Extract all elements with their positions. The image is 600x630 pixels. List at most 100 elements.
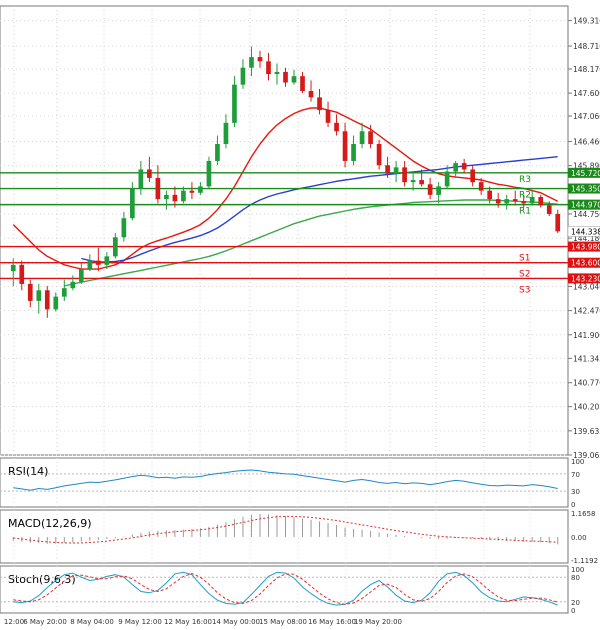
level-label-r2: R2 bbox=[519, 191, 531, 201]
price-tick-label: 139.065 bbox=[573, 451, 600, 460]
price-tick-label: 146.460 bbox=[573, 137, 600, 146]
candle-body bbox=[155, 177, 161, 200]
candle-body bbox=[512, 199, 518, 202]
candle-body bbox=[232, 84, 237, 123]
candle-body bbox=[368, 131, 373, 145]
candle-body bbox=[274, 71, 280, 75]
time-axis-label: 14 May 00:00 bbox=[212, 618, 260, 626]
price-tick-label: 145.890 bbox=[573, 162, 600, 171]
rsi-line bbox=[13, 469, 558, 491]
candle-body bbox=[36, 290, 42, 301]
time-axis-label: 15 May 08:00 bbox=[259, 618, 307, 626]
level-label-s3: S3 bbox=[519, 285, 530, 295]
candle-body bbox=[164, 194, 169, 200]
level-price-box bbox=[568, 199, 600, 210]
candle-body bbox=[393, 167, 399, 174]
rsi-frame bbox=[0, 457, 569, 508]
stoch-label: Stoch(9,6,3) bbox=[8, 573, 76, 586]
candle-body bbox=[461, 163, 467, 170]
candle-body bbox=[521, 201, 527, 204]
candle-body bbox=[419, 180, 424, 185]
level-price-label: 145.720 bbox=[571, 169, 600, 178]
level-price-box bbox=[568, 257, 600, 268]
current-price-label: 144.338 bbox=[571, 227, 600, 236]
rsi-panel: 100 70 30 0 RSI(14) bbox=[0, 457, 584, 509]
candle-body bbox=[487, 190, 493, 200]
candle-body bbox=[266, 61, 271, 75]
candle-body bbox=[78, 269, 84, 282]
candle-body bbox=[113, 237, 118, 257]
macd-frame bbox=[0, 509, 569, 564]
rsi-tick-label: 0 bbox=[571, 501, 575, 509]
candle-body bbox=[53, 296, 59, 310]
price-tick-label: 148.710 bbox=[573, 42, 600, 51]
candle-body bbox=[104, 256, 110, 265]
price-tick-label: 147.060 bbox=[573, 112, 600, 121]
candle-body bbox=[300, 76, 305, 92]
level-label-s1: S1 bbox=[519, 254, 530, 264]
time-axis-label: 16 May 16:00 bbox=[308, 618, 356, 626]
time-axis: 12:00 6 May 20:00 8 May 04:00 9 May 12:00 12… bbox=[4, 618, 402, 626]
price-tick-label: 140.205 bbox=[573, 403, 600, 412]
candle-body bbox=[436, 186, 441, 195]
candle-body bbox=[308, 91, 314, 98]
rsi-label: RSI(14) bbox=[8, 465, 48, 478]
price-tick-label: 140.770 bbox=[573, 379, 600, 388]
time-axis-label: 9 May 12:00 bbox=[118, 618, 162, 626]
price-tick-label: 141.345 bbox=[573, 354, 600, 363]
level-price-label: 143.600 bbox=[571, 259, 600, 268]
candle-body bbox=[538, 197, 544, 206]
price-tick-label: 142.470 bbox=[573, 307, 600, 316]
level-price-box bbox=[568, 167, 600, 178]
price-tick-label: 144.750 bbox=[573, 210, 600, 219]
price-tick-label: 147.600 bbox=[573, 89, 600, 98]
level-label-r3: R3 bbox=[519, 175, 531, 185]
candle-body bbox=[334, 122, 339, 132]
level-label-r1: R1 bbox=[519, 207, 531, 217]
macd-tick-label: -1.1192 bbox=[571, 557, 598, 565]
level-price-label: 143.230 bbox=[571, 274, 600, 283]
candle-body bbox=[147, 169, 152, 178]
macd-signal-line bbox=[13, 515, 558, 544]
rsi-tick-label: 30 bbox=[571, 488, 580, 496]
candle-body bbox=[453, 163, 458, 172]
candle-body bbox=[70, 281, 76, 289]
price-tick-label: 149.310 bbox=[573, 17, 600, 26]
price-tick-label: 143.040 bbox=[573, 282, 600, 291]
rsi-tick-label: 100 bbox=[571, 458, 584, 466]
candle-body bbox=[410, 180, 416, 183]
candle-body bbox=[283, 71, 288, 83]
level-price-box bbox=[568, 183, 600, 194]
stoch-frame bbox=[0, 565, 569, 614]
candle-body bbox=[317, 97, 322, 111]
time-axis-label: 8 May 04:00 bbox=[70, 618, 114, 626]
candle-body bbox=[529, 197, 535, 204]
candle-body bbox=[385, 165, 390, 174]
stoch-tick-label: 0 bbox=[571, 607, 575, 615]
price-tick-label: 139.635 bbox=[573, 427, 600, 436]
macd-label: MACD(12,26,9) bbox=[8, 517, 92, 530]
candle-body bbox=[172, 194, 178, 202]
main-price-panel: 149.310 148.710 148.170 147.600 147.060 146.4… bbox=[0, 5, 600, 460]
macd-panel: 1.1658 0.00 -1.1192 MACD(12,26,9) bbox=[0, 509, 598, 565]
candle-body bbox=[325, 110, 331, 123]
candle-body bbox=[130, 188, 135, 219]
candle-body bbox=[198, 186, 203, 193]
candle-body bbox=[249, 57, 254, 68]
candle-body bbox=[223, 122, 229, 145]
time-axis-label: 19 May 20:00 bbox=[354, 618, 402, 626]
candle-body bbox=[189, 190, 195, 193]
price-tick-label: 141.900 bbox=[573, 331, 600, 340]
candle-body bbox=[427, 184, 433, 195]
candle-body bbox=[359, 131, 365, 145]
candle-body bbox=[291, 76, 297, 83]
candle-body bbox=[444, 171, 450, 187]
moving-average-line bbox=[12, 107, 559, 270]
candle-body bbox=[257, 57, 263, 62]
moving-average-line bbox=[64, 199, 558, 287]
candle-body bbox=[206, 160, 212, 187]
candle-body bbox=[240, 67, 246, 85]
